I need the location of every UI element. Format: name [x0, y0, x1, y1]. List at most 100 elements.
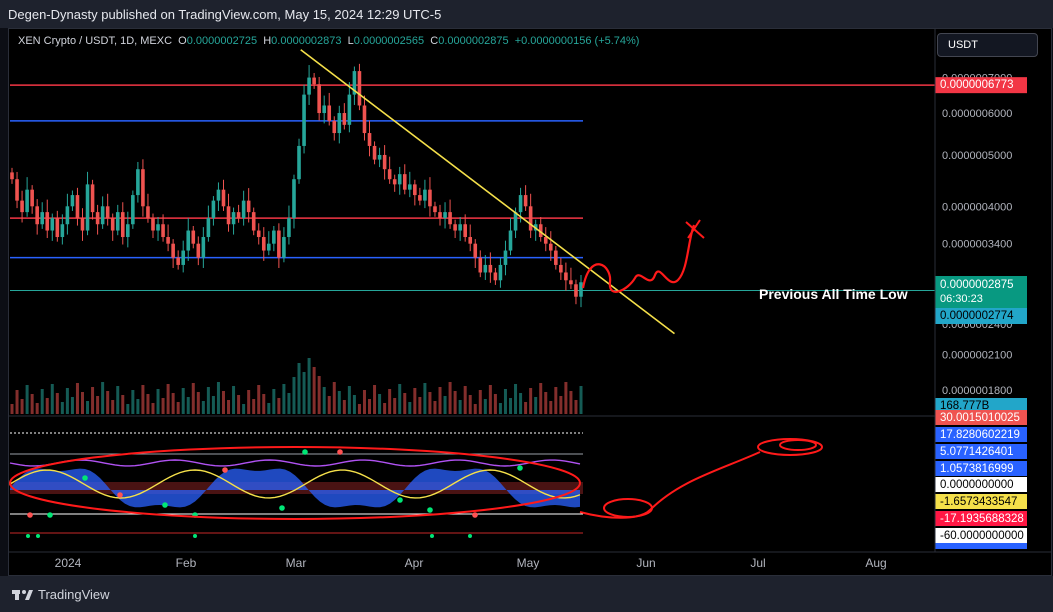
candle-body	[483, 264, 488, 273]
wave-area	[10, 468, 580, 508]
volume-bar	[181, 388, 185, 414]
time-tick-label: Mar	[286, 556, 307, 570]
countdown-badge: 06:30:23	[940, 293, 983, 305]
volume-bar	[186, 397, 190, 414]
signal-dot	[472, 512, 478, 518]
tradingview-logo[interactable]: TradingView	[12, 587, 110, 602]
candle-body	[347, 94, 352, 125]
candle-body	[256, 230, 261, 238]
volume-bar	[503, 389, 507, 414]
volume-bar	[211, 396, 215, 414]
volume-bar	[373, 385, 377, 414]
volume-bar	[136, 399, 140, 414]
volume-bar	[559, 396, 563, 414]
candle-body	[352, 71, 357, 95]
volume-bar	[45, 398, 49, 414]
candle-body	[40, 212, 45, 225]
volume-bar	[141, 385, 145, 414]
candle-body	[70, 195, 75, 207]
time-tick-label: Feb	[176, 556, 197, 570]
time-tick-label: Jul	[750, 556, 765, 570]
volume-bar	[569, 391, 573, 414]
indicator-value-badge: 30.0015010025	[940, 412, 1020, 424]
volume-bar	[201, 401, 205, 414]
candle-body	[216, 189, 221, 201]
close-value: 0.0000002875	[438, 35, 509, 47]
volume-bar	[121, 395, 125, 414]
volume-bar	[111, 400, 115, 414]
candle-body	[498, 264, 503, 281]
volume-bar	[106, 391, 110, 414]
candle-body	[392, 179, 397, 185]
currency-button[interactable]: USDT	[937, 33, 1038, 57]
candle-body	[423, 189, 427, 201]
volume-bar	[302, 372, 306, 414]
target-x-mark	[685, 219, 705, 239]
volume-bar	[438, 387, 442, 414]
candle-body	[221, 189, 226, 207]
volume-bar	[342, 400, 346, 414]
red-level-badge: 0.0000006773	[940, 79, 1014, 91]
volume-bar	[25, 385, 29, 414]
candle-body	[287, 218, 291, 238]
candle-body	[372, 145, 377, 160]
volume-bar	[362, 390, 366, 414]
volume-bar	[75, 383, 79, 414]
indicator-value-badge: -60.0000000000	[940, 530, 1024, 542]
time-tick-label: May	[517, 556, 540, 570]
signal-dot	[222, 467, 228, 473]
candle-body	[176, 257, 180, 265]
volume-bar	[433, 401, 437, 414]
volume-bar	[272, 389, 276, 414]
candle-body	[146, 206, 150, 219]
candle-body	[488, 264, 493, 273]
volume-bar	[70, 397, 74, 414]
candle-body	[478, 257, 483, 273]
signal-dot	[302, 449, 308, 455]
volume-bar	[327, 396, 331, 414]
trend-line	[300, 49, 675, 335]
volume-bar	[453, 391, 457, 414]
volume-bar	[50, 384, 54, 414]
volume-bar	[463, 386, 467, 414]
volume-bar	[101, 382, 105, 414]
volume-bar	[549, 401, 553, 414]
candle-body	[131, 195, 135, 225]
last-price-badge: 0.0000002875	[940, 279, 1014, 291]
candle-body	[302, 94, 306, 146]
candle-body	[251, 212, 256, 231]
volume-badge: 168.777B	[940, 400, 990, 412]
volume-bar	[116, 386, 120, 414]
volume-bar	[388, 389, 392, 414]
bottom-signal-dot	[26, 534, 30, 538]
candle-body	[307, 77, 311, 95]
candle-body	[508, 230, 513, 251]
last-price-badge-bg	[935, 276, 1027, 308]
indicator-value-badge-bg	[935, 511, 1027, 526]
candle-body	[367, 133, 372, 146]
volume-bar	[448, 382, 452, 414]
signal-dot	[162, 502, 168, 508]
tradingview-icon	[12, 589, 33, 600]
volume-bar	[20, 399, 24, 414]
volume-bar	[357, 404, 361, 414]
candle-body	[115, 212, 120, 231]
bottom-signal-dot	[36, 534, 40, 538]
volume-bar	[574, 400, 578, 414]
prev-low-badge-bg	[935, 308, 1027, 324]
candle-body	[186, 230, 191, 251]
candle-body	[141, 169, 145, 207]
volume-bar	[554, 387, 558, 414]
signal-dot	[47, 512, 53, 518]
candle-body	[120, 212, 125, 238]
bottom-signal-dot	[468, 534, 472, 538]
volume-bar	[458, 400, 462, 414]
volume-bar	[347, 386, 351, 414]
symbol-legend: XEN Crypto / USDT, 1D, MEXC O0.000000272…	[18, 35, 639, 47]
volume-bar	[579, 386, 583, 414]
candle-body	[211, 200, 216, 219]
volume-bar	[86, 401, 90, 414]
candle-body	[231, 212, 236, 225]
signal-dot	[279, 505, 285, 511]
